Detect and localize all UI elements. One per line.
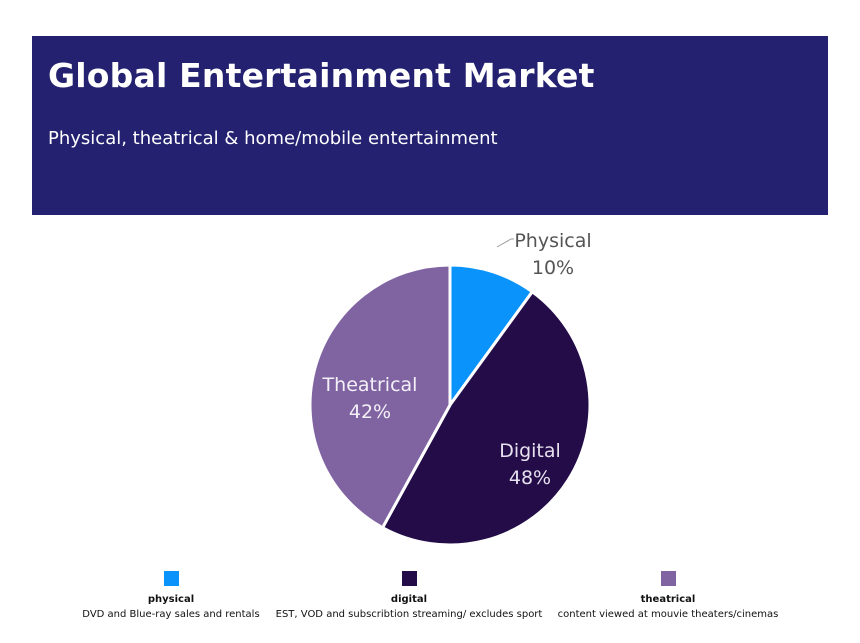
slice-value-digital: 48% xyxy=(509,467,551,489)
slice-label-theatrical: Theatrical xyxy=(322,374,418,396)
page-title: Global Entertainment Market xyxy=(48,56,595,95)
slice-label-physical: Physical xyxy=(514,230,591,252)
legend-swatch-theatrical xyxy=(660,571,676,586)
slice-label-digital: Digital xyxy=(499,440,561,462)
legend-swatch-digital xyxy=(401,571,417,586)
physical-leader-line xyxy=(496,238,512,248)
pie-slice-digital xyxy=(381,290,592,547)
page-subtitle: Physical, theatrical & home/mobile enter… xyxy=(48,128,498,149)
legend-item-theatrical: theatrical content viewed at mouvie thea… xyxy=(518,569,818,621)
legend-desc-digital: EST, VOD and subscribtion streaming/ exc… xyxy=(275,609,543,620)
legend-desc-theatrical: content viewed at mouvie theaters/cinema… xyxy=(557,609,779,620)
legend-item-physical: physical DVD and Blue-ray sales and rent… xyxy=(21,569,321,621)
legend-name-digital: digital xyxy=(390,594,428,605)
header-banner: Global Entertainment Market Physical, th… xyxy=(32,36,828,215)
pie-slices xyxy=(308,263,592,547)
legend-name-physical: physical xyxy=(147,594,195,605)
legend: physical DVD and Blue-ray sales and rent… xyxy=(0,569,860,629)
pie-slice-theatrical xyxy=(308,263,452,530)
legend-desc-physical: DVD and Blue-ray sales and rentals xyxy=(82,609,260,620)
legend-item-digital: digital EST, VOD and subscribtion stream… xyxy=(259,569,559,621)
pie-slice-physical xyxy=(448,263,534,407)
legend-swatch-physical xyxy=(163,571,179,586)
slice-value-theatrical: 42% xyxy=(349,401,391,423)
legend-name-theatrical: theatrical xyxy=(640,594,696,605)
slice-value-physical: 10% xyxy=(532,257,574,279)
